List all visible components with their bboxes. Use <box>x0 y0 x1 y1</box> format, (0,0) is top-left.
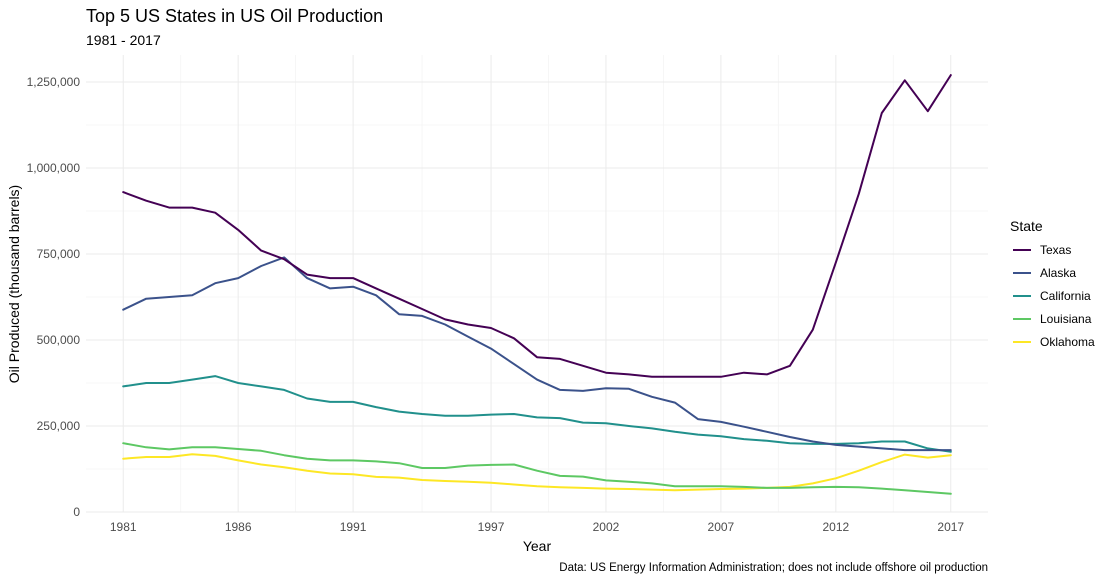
legend-label-oklahoma: Oklahoma <box>1040 335 1095 349</box>
legend: State Texas Alaska California Louisiana Okla… <box>1010 218 1095 349</box>
y-tick-label: 250,000 <box>37 419 81 433</box>
series-line-louisiana <box>122 442 952 495</box>
legend-label-alaska: Alaska <box>1040 266 1076 280</box>
y-axis-title: Oil Produced (thousand barrels) <box>6 185 22 383</box>
series-lines <box>122 74 952 495</box>
series-line-california <box>122 375 952 453</box>
x-axis-title: Year <box>523 538 552 554</box>
y-tick-label: 500,000 <box>37 333 81 347</box>
x-tick-label: 1986 <box>225 520 252 534</box>
chart-caption: Data: US Energy Information Administrati… <box>559 562 988 574</box>
y-tick-label: 1,000,000 <box>27 161 81 175</box>
grid-lines <box>86 55 988 513</box>
x-axis-ticks: 1981 1986 1991 1997 2002 2007 2012 2017 <box>110 520 965 534</box>
x-tick-label: 2012 <box>822 520 849 534</box>
y-tick-label: 750,000 <box>37 247 81 261</box>
series-line-texas <box>122 74 952 378</box>
y-axis-ticks: 0 250,000 500,000 750,000 1,000,000 1,250,000 <box>27 75 81 519</box>
plot-panel <box>86 55 988 512</box>
x-tick-label: 2002 <box>593 520 620 534</box>
chart-subtitle: 1981 - 2017 <box>86 32 161 48</box>
x-tick-label: 2017 <box>937 520 964 534</box>
legend-label-louisiana: Louisiana <box>1040 312 1092 326</box>
x-tick-label: 1997 <box>478 520 505 534</box>
x-tick-label: 2007 <box>708 520 735 534</box>
y-tick-label: 1,250,000 <box>27 75 81 89</box>
legend-label-texas: Texas <box>1040 243 1071 257</box>
series-line-alaska <box>122 256 952 452</box>
chart-title: Top 5 US States in US Oil Production <box>86 6 383 26</box>
legend-label-california: California <box>1040 289 1091 303</box>
y-tick-label: 0 <box>73 505 80 519</box>
legend-title: State <box>1010 218 1043 234</box>
series-line-oklahoma <box>122 453 952 492</box>
x-tick-label: 1981 <box>110 520 137 534</box>
x-tick-label: 1991 <box>340 520 367 534</box>
